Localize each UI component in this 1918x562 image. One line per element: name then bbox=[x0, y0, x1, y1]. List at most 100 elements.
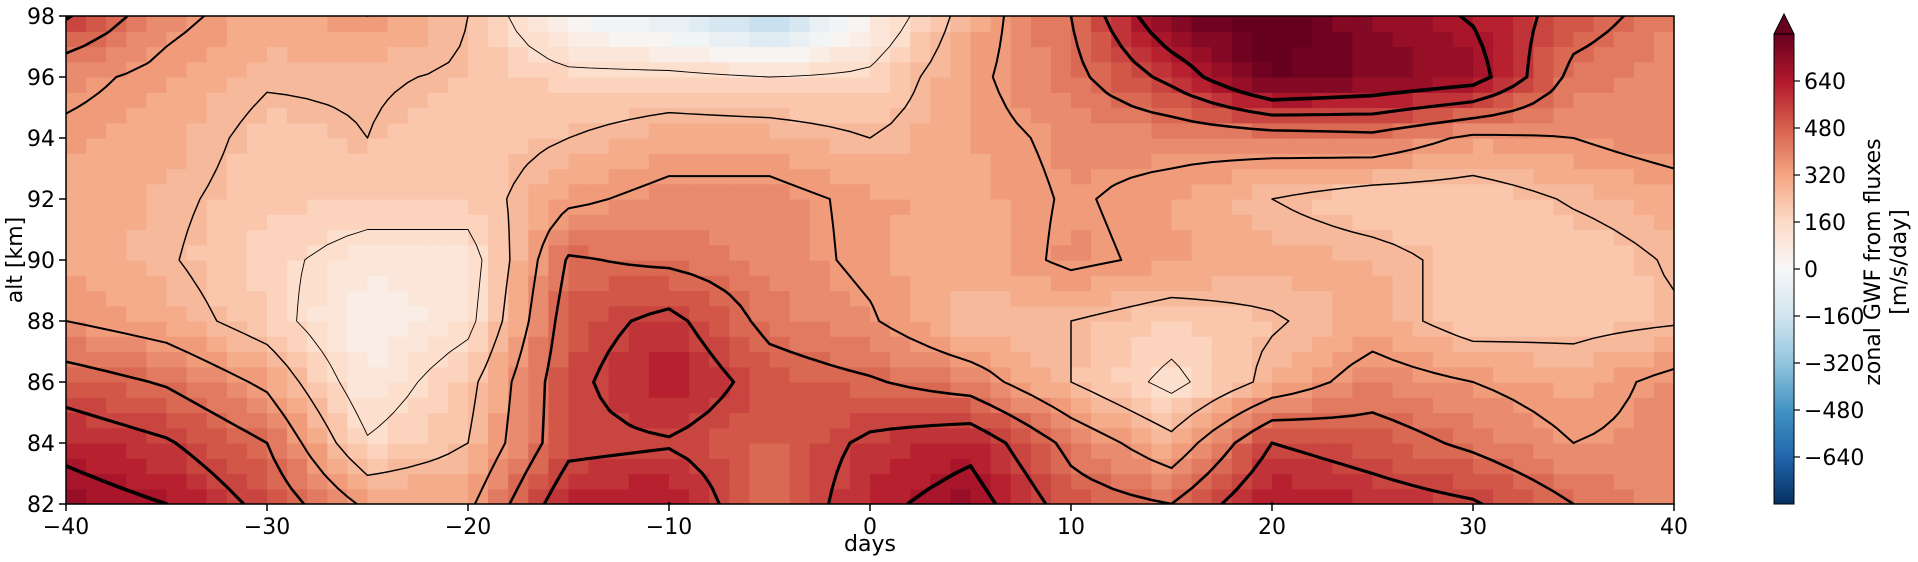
heatmap-cell bbox=[1131, 92, 1152, 109]
heatmap-cell bbox=[669, 275, 690, 292]
heatmap-cell bbox=[146, 321, 168, 337]
heatmap-cell bbox=[126, 77, 147, 93]
heatmap-cell bbox=[126, 153, 147, 170]
heatmap-cell bbox=[387, 77, 409, 93]
heatmap-cell bbox=[1513, 351, 1534, 368]
heatmap-cell bbox=[568, 31, 590, 48]
heatmap-cell bbox=[1432, 382, 1454, 398]
heatmap-cell bbox=[468, 122, 489, 139]
heatmap-cell bbox=[267, 321, 288, 337]
heatmap-cell bbox=[1171, 382, 1193, 398]
heatmap-cell bbox=[890, 336, 911, 353]
heatmap-cell bbox=[1251, 488, 1273, 504]
heatmap-cell bbox=[528, 305, 549, 322]
heatmap-cell bbox=[1553, 290, 1575, 307]
heatmap-cell bbox=[1171, 138, 1193, 154]
heatmap-cell bbox=[1653, 427, 1674, 444]
heatmap-cell bbox=[910, 443, 931, 459]
heatmap-cell bbox=[367, 336, 389, 353]
heatmap-cell bbox=[1111, 336, 1132, 353]
heatmap-cell bbox=[588, 305, 610, 322]
heatmap-cell bbox=[427, 458, 449, 475]
heatmap-cell bbox=[1452, 138, 1474, 154]
heatmap-cell bbox=[1030, 336, 1052, 353]
heatmap-cell bbox=[1010, 305, 1032, 322]
heatmap-cell bbox=[206, 107, 228, 124]
heatmap-cell bbox=[1553, 199, 1575, 215]
heatmap-cell bbox=[1633, 92, 1655, 109]
heatmap-cell bbox=[1050, 31, 1072, 48]
heatmap-cell bbox=[1372, 16, 1394, 32]
heatmap-cell bbox=[267, 244, 288, 261]
heatmap-cell bbox=[749, 336, 771, 353]
heatmap-cell bbox=[829, 336, 851, 353]
heatmap-cell bbox=[1613, 153, 1635, 170]
heatmap-cell bbox=[608, 305, 630, 322]
heatmap-cell bbox=[1372, 458, 1394, 475]
heatmap-cell bbox=[206, 229, 228, 246]
heatmap-cell bbox=[367, 412, 389, 429]
heatmap-cell bbox=[327, 229, 348, 246]
heatmap-cell bbox=[1292, 61, 1313, 78]
heatmap-cell bbox=[1050, 107, 1072, 124]
heatmap-cell bbox=[1513, 16, 1534, 32]
heatmap-cell bbox=[1231, 397, 1253, 414]
heatmap-cell bbox=[809, 61, 831, 78]
heatmap-cell bbox=[106, 488, 127, 504]
heatmap-cell bbox=[648, 229, 670, 246]
heatmap-cell bbox=[1513, 488, 1534, 504]
heatmap-cell bbox=[1633, 458, 1655, 475]
heatmap-cell bbox=[709, 229, 730, 246]
heatmap-cell bbox=[749, 305, 771, 322]
heatmap-cell bbox=[1392, 305, 1414, 322]
heatmap-cell bbox=[267, 275, 288, 292]
heatmap-cell bbox=[729, 443, 750, 459]
heatmap-cell bbox=[1251, 458, 1273, 475]
heatmap-cell bbox=[387, 16, 409, 32]
heatmap-cell bbox=[347, 168, 369, 185]
heatmap-cell bbox=[669, 382, 690, 398]
heatmap-cell bbox=[829, 61, 851, 78]
heatmap-cell bbox=[729, 214, 750, 231]
heatmap-cell bbox=[568, 488, 590, 504]
heatmap-cell bbox=[970, 260, 992, 276]
heatmap-cell bbox=[1292, 168, 1313, 185]
heatmap-cell bbox=[1171, 229, 1193, 246]
heatmap-cell bbox=[1533, 107, 1554, 124]
heatmap-cell bbox=[950, 46, 972, 63]
heatmap-cell bbox=[669, 321, 690, 337]
heatmap-cell bbox=[1211, 275, 1233, 292]
heatmap-cell bbox=[86, 290, 107, 307]
heatmap-cell bbox=[267, 382, 288, 398]
heatmap-cell bbox=[1412, 61, 1434, 78]
heatmap-cell bbox=[1050, 458, 1072, 475]
heatmap-cell bbox=[568, 473, 590, 490]
heatmap-cell bbox=[1332, 77, 1353, 93]
heatmap-cell bbox=[910, 351, 931, 368]
heatmap-cell bbox=[1171, 473, 1193, 490]
heatmap-cell bbox=[608, 122, 630, 139]
heatmap-cell bbox=[1653, 473, 1674, 490]
heatmap-cell bbox=[910, 122, 931, 139]
heatmap-cell bbox=[126, 260, 147, 276]
heatmap-cell bbox=[1231, 31, 1253, 48]
heatmap-cell bbox=[1372, 77, 1394, 93]
heatmap-cell bbox=[206, 168, 228, 185]
heatmap-cell bbox=[709, 290, 730, 307]
heatmap-cell bbox=[1332, 351, 1353, 368]
heatmap-cell bbox=[1593, 92, 1615, 109]
heatmap-cell bbox=[769, 229, 791, 246]
heatmap-cell bbox=[367, 275, 389, 292]
heatmap-cell bbox=[528, 31, 549, 48]
heatmap-cell bbox=[990, 458, 1012, 475]
heatmap-cell bbox=[1473, 488, 1494, 504]
heatmap-cell bbox=[1010, 321, 1032, 337]
heatmap-cell bbox=[267, 122, 288, 139]
heatmap-cell bbox=[267, 366, 288, 383]
heatmap-cell bbox=[307, 77, 328, 93]
heatmap-cell bbox=[789, 458, 811, 475]
heatmap-cell bbox=[588, 290, 610, 307]
heatmap-cell bbox=[387, 122, 409, 139]
heatmap-cell bbox=[709, 427, 730, 444]
heatmap-cell bbox=[689, 427, 710, 444]
